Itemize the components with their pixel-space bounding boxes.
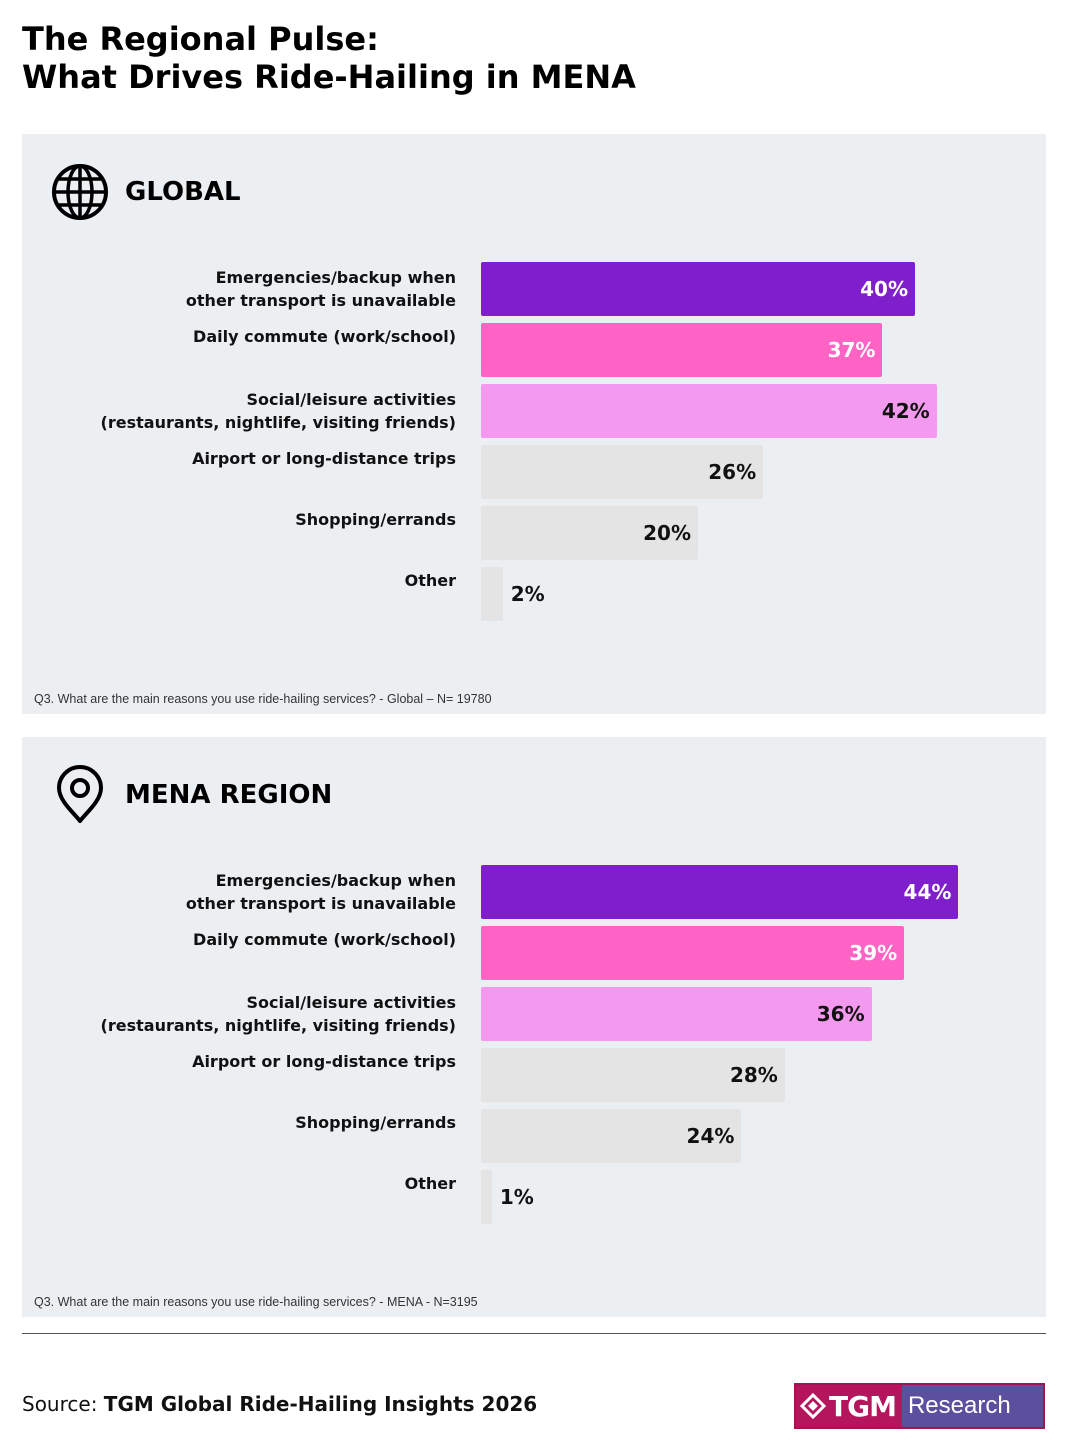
diamond-icon <box>800 1393 826 1419</box>
value-label: 1% <box>499 1185 534 1209</box>
bar-row: Daily commute (work/school) 39% <box>22 926 1046 980</box>
mena-bar-chart: Emergencies/backup when other transport … <box>22 857 1046 1237</box>
value-label: 28% <box>729 1063 778 1087</box>
bar-row: Shopping/errands 20% <box>22 506 1046 560</box>
global-bar-chart: Emergencies/backup when other transport … <box>22 254 1046 634</box>
source-line: Source: TGM Global Ride-Hailing Insights… <box>22 1392 537 1416</box>
value-label: 42% <box>881 399 930 423</box>
category-label: Daily commute (work/school) <box>193 930 456 949</box>
bar <box>481 506 698 560</box>
bar-row: Social/leisure activities (restaurants, … <box>22 384 1046 438</box>
category-label: Airport or long-distance trips <box>192 449 456 468</box>
category-label: Social/leisure activities (restaurants, … <box>100 390 456 432</box>
bar <box>481 865 959 919</box>
bar <box>481 262 915 316</box>
title-line-2: What Drives Ride-Hailing in MENA <box>22 58 636 96</box>
value-label: 37% <box>827 338 876 362</box>
bar-row: Airport or long-distance trips 28% <box>22 1048 1046 1102</box>
bar-row: Other 1% <box>22 1170 1046 1224</box>
global-panel: GLOBAL Emergencies/backup when other tra… <box>22 134 1046 714</box>
location-pin-icon <box>57 765 103 823</box>
bar <box>481 1048 785 1102</box>
bar <box>481 926 905 980</box>
title-line-1: The Regional Pulse: <box>22 20 379 58</box>
global-survey-note: Q3. What are the main reasons you use ri… <box>34 692 492 706</box>
value-label: 2% <box>510 582 545 606</box>
bar-row: Daily commute (work/school) 37% <box>22 323 1046 377</box>
logo-mark: TGM <box>796 1385 902 1427</box>
bar-row: Shopping/errands 24% <box>22 1109 1046 1163</box>
panel-heading-mena: MENA REGION <box>125 780 333 810</box>
category-label: Shopping/errands <box>295 510 456 529</box>
value-label: 26% <box>708 460 757 484</box>
bar-row: Social/leisure activities (restaurants, … <box>22 987 1046 1041</box>
footer-divider <box>22 1333 1046 1334</box>
value-label: 40% <box>860 277 908 301</box>
bar-row: Other 2% <box>22 567 1046 621</box>
source-label: Source: <box>22 1392 98 1416</box>
category-label: Shopping/errands <box>295 1113 456 1132</box>
logo-left-text: TGM <box>829 1389 897 1423</box>
value-label: 39% <box>849 941 898 965</box>
bar <box>481 323 883 377</box>
mena-survey-note: Q3. What are the main reasons you use ri… <box>34 1295 478 1309</box>
logo-right-text: Research <box>901 1385 1043 1427</box>
bar <box>481 445 764 499</box>
category-label: Airport or long-distance trips <box>192 1052 456 1071</box>
panel-heading-global: GLOBAL <box>125 177 241 207</box>
bar-row: Airport or long-distance trips 26% <box>22 445 1046 499</box>
mena-panel: MENA REGION Emergencies/backup when othe… <box>22 737 1046 1317</box>
bar <box>481 1170 492 1224</box>
globe-icon <box>52 164 108 220</box>
category-label: Emergencies/backup when other transport … <box>185 268 456 310</box>
tgm-research-logo: TGM Research <box>794 1383 1045 1429</box>
bar <box>481 384 937 438</box>
bar <box>481 1109 742 1163</box>
value-label: 44% <box>903 880 952 904</box>
value-label: 36% <box>816 1002 865 1026</box>
value-label: 24% <box>686 1124 735 1148</box>
bar <box>481 987 872 1041</box>
bar-row: Emergencies/backup when other transport … <box>22 262 1046 316</box>
category-label: Other <box>404 571 456 590</box>
source-text: TGM Global Ride-Hailing Insights 2026 <box>103 1392 538 1416</box>
page-title: The Regional Pulse: What Drives Ride-Hai… <box>22 20 636 96</box>
value-label: 20% <box>643 521 691 545</box>
category-label: Social/leisure activities (restaurants, … <box>100 993 456 1035</box>
category-label: Daily commute (work/school) <box>193 327 456 346</box>
bar-row: Emergencies/backup when other transport … <box>22 865 1046 919</box>
category-label: Emergencies/backup when other transport … <box>185 871 456 913</box>
category-label: Other <box>404 1174 456 1193</box>
bar <box>481 567 503 621</box>
